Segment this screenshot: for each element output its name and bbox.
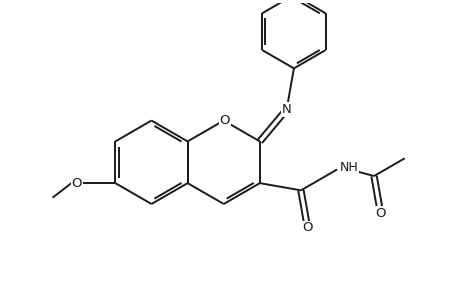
Text: O: O: [301, 221, 312, 234]
Text: O: O: [219, 114, 230, 127]
Text: NH: NH: [339, 160, 358, 174]
Text: O: O: [72, 177, 82, 190]
Text: N: N: [281, 103, 291, 116]
Text: O: O: [374, 207, 385, 220]
